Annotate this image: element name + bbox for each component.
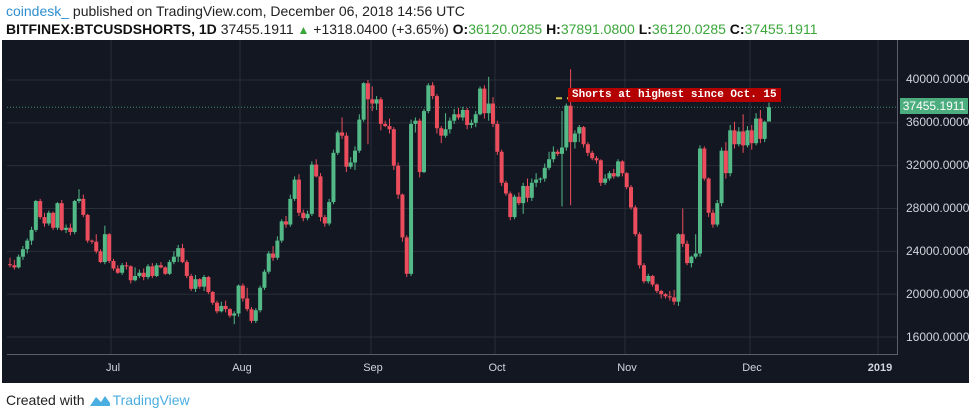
symbol-label: BITFINEX:BTCUSDSHORTS, 1D bbox=[6, 21, 217, 37]
y-tick: 20000.0000 bbox=[906, 287, 970, 301]
change-value: +1318.0400 (+3.65%) bbox=[313, 21, 449, 37]
annotation-label[interactable]: Shorts at highest since Oct. 15 bbox=[568, 88, 781, 102]
x-tick: Dec bbox=[742, 362, 762, 374]
y-tick: 28000.0000 bbox=[906, 201, 970, 215]
low-label: L: bbox=[638, 21, 652, 37]
x-tick: Nov bbox=[617, 362, 637, 374]
close-value: 37455.1911 bbox=[744, 21, 818, 37]
symbol-info-bar: BITFINEX:BTCUSDSHORTS, 1D 37455.1911 ▲ +… bbox=[6, 21, 818, 37]
tradingview-link[interactable]: TradingView bbox=[112, 392, 190, 408]
x-tick: Sep bbox=[363, 362, 383, 374]
author-link[interactable]: coindesk_ bbox=[6, 3, 70, 19]
y-tick: 24000.0000 bbox=[906, 244, 970, 258]
last-value: 37455.1911 bbox=[220, 21, 294, 37]
candlestick-series bbox=[7, 40, 897, 354]
tradingview-logo-icon bbox=[89, 396, 110, 406]
created-with-label: Created with bbox=[6, 392, 85, 408]
close-label: C: bbox=[729, 21, 745, 37]
y-tick: 36000.0000 bbox=[906, 115, 970, 129]
published-text: published on TradingView.com, December 0… bbox=[69, 3, 465, 19]
chart-panel[interactable]: Shorts at highest since Oct. 15 40000.00… bbox=[2, 40, 969, 383]
open-value: 36120.0285 bbox=[468, 21, 543, 37]
y-tick: 32000.0000 bbox=[906, 158, 970, 172]
footer: Created with TradingView bbox=[6, 392, 190, 408]
x-tick: Oct bbox=[488, 362, 506, 374]
x-tick: Jul bbox=[105, 362, 121, 374]
x-tick: Aug bbox=[232, 362, 252, 374]
x-tick-year: 2019 bbox=[867, 362, 893, 374]
last-price-tag: 37455.1911 bbox=[900, 98, 968, 114]
high-value: 37891.0800 bbox=[560, 21, 635, 37]
open-label: O: bbox=[452, 21, 469, 37]
y-tick: 16000.0000 bbox=[906, 330, 970, 344]
y-tick: 40000.0000 bbox=[906, 72, 970, 86]
plot-area[interactable] bbox=[7, 40, 898, 355]
triangle-up-icon: ▲ bbox=[297, 23, 310, 37]
high-label: H: bbox=[546, 21, 561, 37]
publish-info: coindesk_ published on TradingView.com, … bbox=[6, 3, 465, 19]
low-value: 36120.0285 bbox=[651, 21, 726, 37]
